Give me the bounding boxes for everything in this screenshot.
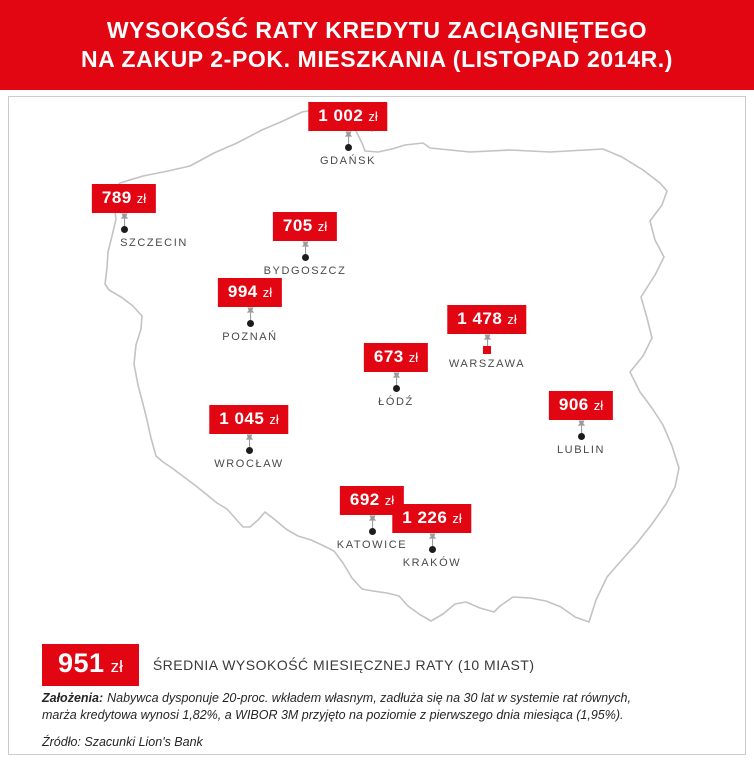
city-name-label: BYDGOSZCZ [263, 265, 347, 277]
page-title-line2: NA ZAKUP 2-POK. MIESZKANIA (LISTOPAD 201… [80, 46, 674, 72]
city-dot [368, 527, 376, 535]
map-pin-icon [368, 515, 376, 528]
price-value: 1 002 [318, 106, 364, 125]
city-dot [301, 253, 309, 261]
price-unit: zł [269, 412, 279, 427]
price-unit: zł [384, 493, 395, 508]
assumptions-note: Założenia: Nabywca dysponuje 20-proc. wkł… [42, 690, 734, 724]
price-unit: zł [317, 219, 328, 234]
city-dot [344, 143, 352, 151]
price-unit: zł [593, 398, 604, 413]
map-pin-icon [120, 213, 128, 226]
city-dot [245, 446, 253, 454]
map-pin-icon [392, 372, 400, 385]
map-pin-icon [344, 131, 352, 144]
city-dot [120, 225, 128, 233]
price-badge: 673 zł [363, 343, 429, 372]
average-label: ŚREDNIA WYSOKOŚĆ MIESIĘCZNEJ RATY (10 MI… [152, 657, 535, 673]
price-badge: 994 zł [217, 278, 283, 307]
average-value: 951 [58, 648, 105, 678]
price-badge: 1 002 zł [308, 102, 388, 131]
price-unit: zł [262, 285, 273, 300]
city-dot [428, 545, 436, 553]
price-badge: 705 zł [272, 212, 338, 241]
price-badge: 1 478 zł [447, 305, 527, 334]
city-dot [577, 432, 585, 440]
price-unit: zł [408, 350, 419, 365]
price-badge: 1 226 zł [392, 504, 472, 533]
price-value: 1 226 [402, 508, 448, 527]
city-name-label: ŁÓDŹ [378, 396, 414, 408]
map-pin-icon [428, 533, 436, 546]
city-name-label: LUBLIN [556, 444, 606, 456]
page-title-line1: WYSOKOŚĆ RATY KREDYTU ZACIĄGNIĘTEGO [106, 17, 648, 43]
map-pin-icon [577, 420, 585, 433]
price-value: 789 [101, 188, 132, 207]
price-badge: 789 zł [91, 184, 157, 213]
city-name-label: GDAŃSK [319, 155, 377, 167]
city-name-label: KATOWICE [336, 539, 408, 551]
price-badge: 692 zł [339, 486, 405, 515]
price-value: 705 [282, 216, 313, 235]
price-badge: 906 zł [548, 391, 614, 420]
map-pin-icon [301, 241, 309, 254]
price-unit: zł [507, 312, 517, 327]
assumptions-label: Założenia: [42, 691, 104, 705]
assumptions-line2: marża kredytowa wynosi 1,82%, a WIBOR 3M… [42, 708, 624, 722]
city-name-label: SZCZECIN [120, 237, 188, 249]
price-value: 692 [349, 490, 380, 509]
map-pin-icon [246, 307, 254, 320]
map-pin-icon [483, 334, 491, 347]
source-note: Źródło: Szacunki Lion's Bank [42, 735, 203, 749]
map-pin-icon [245, 434, 253, 447]
price-badge: 1 045 zł [209, 405, 289, 434]
price-value: 1 045 [219, 409, 265, 428]
price-value: 906 [558, 395, 589, 414]
city-name-label: WROCŁAW [214, 458, 284, 470]
city-name-label: WARSZAWA [448, 358, 526, 370]
city-square-marker [483, 346, 491, 354]
average-badge: 951 zł [42, 644, 139, 686]
header-banner: WYSOKOŚĆ RATY KREDYTU ZACIĄGNIĘTEGO NA Z… [0, 0, 754, 90]
price-unit: zł [136, 191, 147, 206]
city-dot [246, 319, 254, 327]
city-name-label: KRAKÓW [402, 557, 462, 569]
price-unit: zł [368, 109, 378, 124]
average-summary: 951 zł ŚREDNIA WYSOKOŚĆ MIESIĘCZNEJ RATY… [42, 644, 535, 686]
city-name-label: POZNAŃ [222, 331, 278, 343]
price-value: 994 [227, 282, 258, 301]
price-value: 1 478 [457, 309, 503, 328]
average-unit: zł [110, 657, 123, 676]
assumptions-line1: Nabywca dysponuje 20-proc. wkładem własn… [107, 691, 631, 705]
city-dot [392, 384, 400, 392]
price-unit: zł [452, 511, 462, 526]
price-value: 673 [373, 347, 404, 366]
